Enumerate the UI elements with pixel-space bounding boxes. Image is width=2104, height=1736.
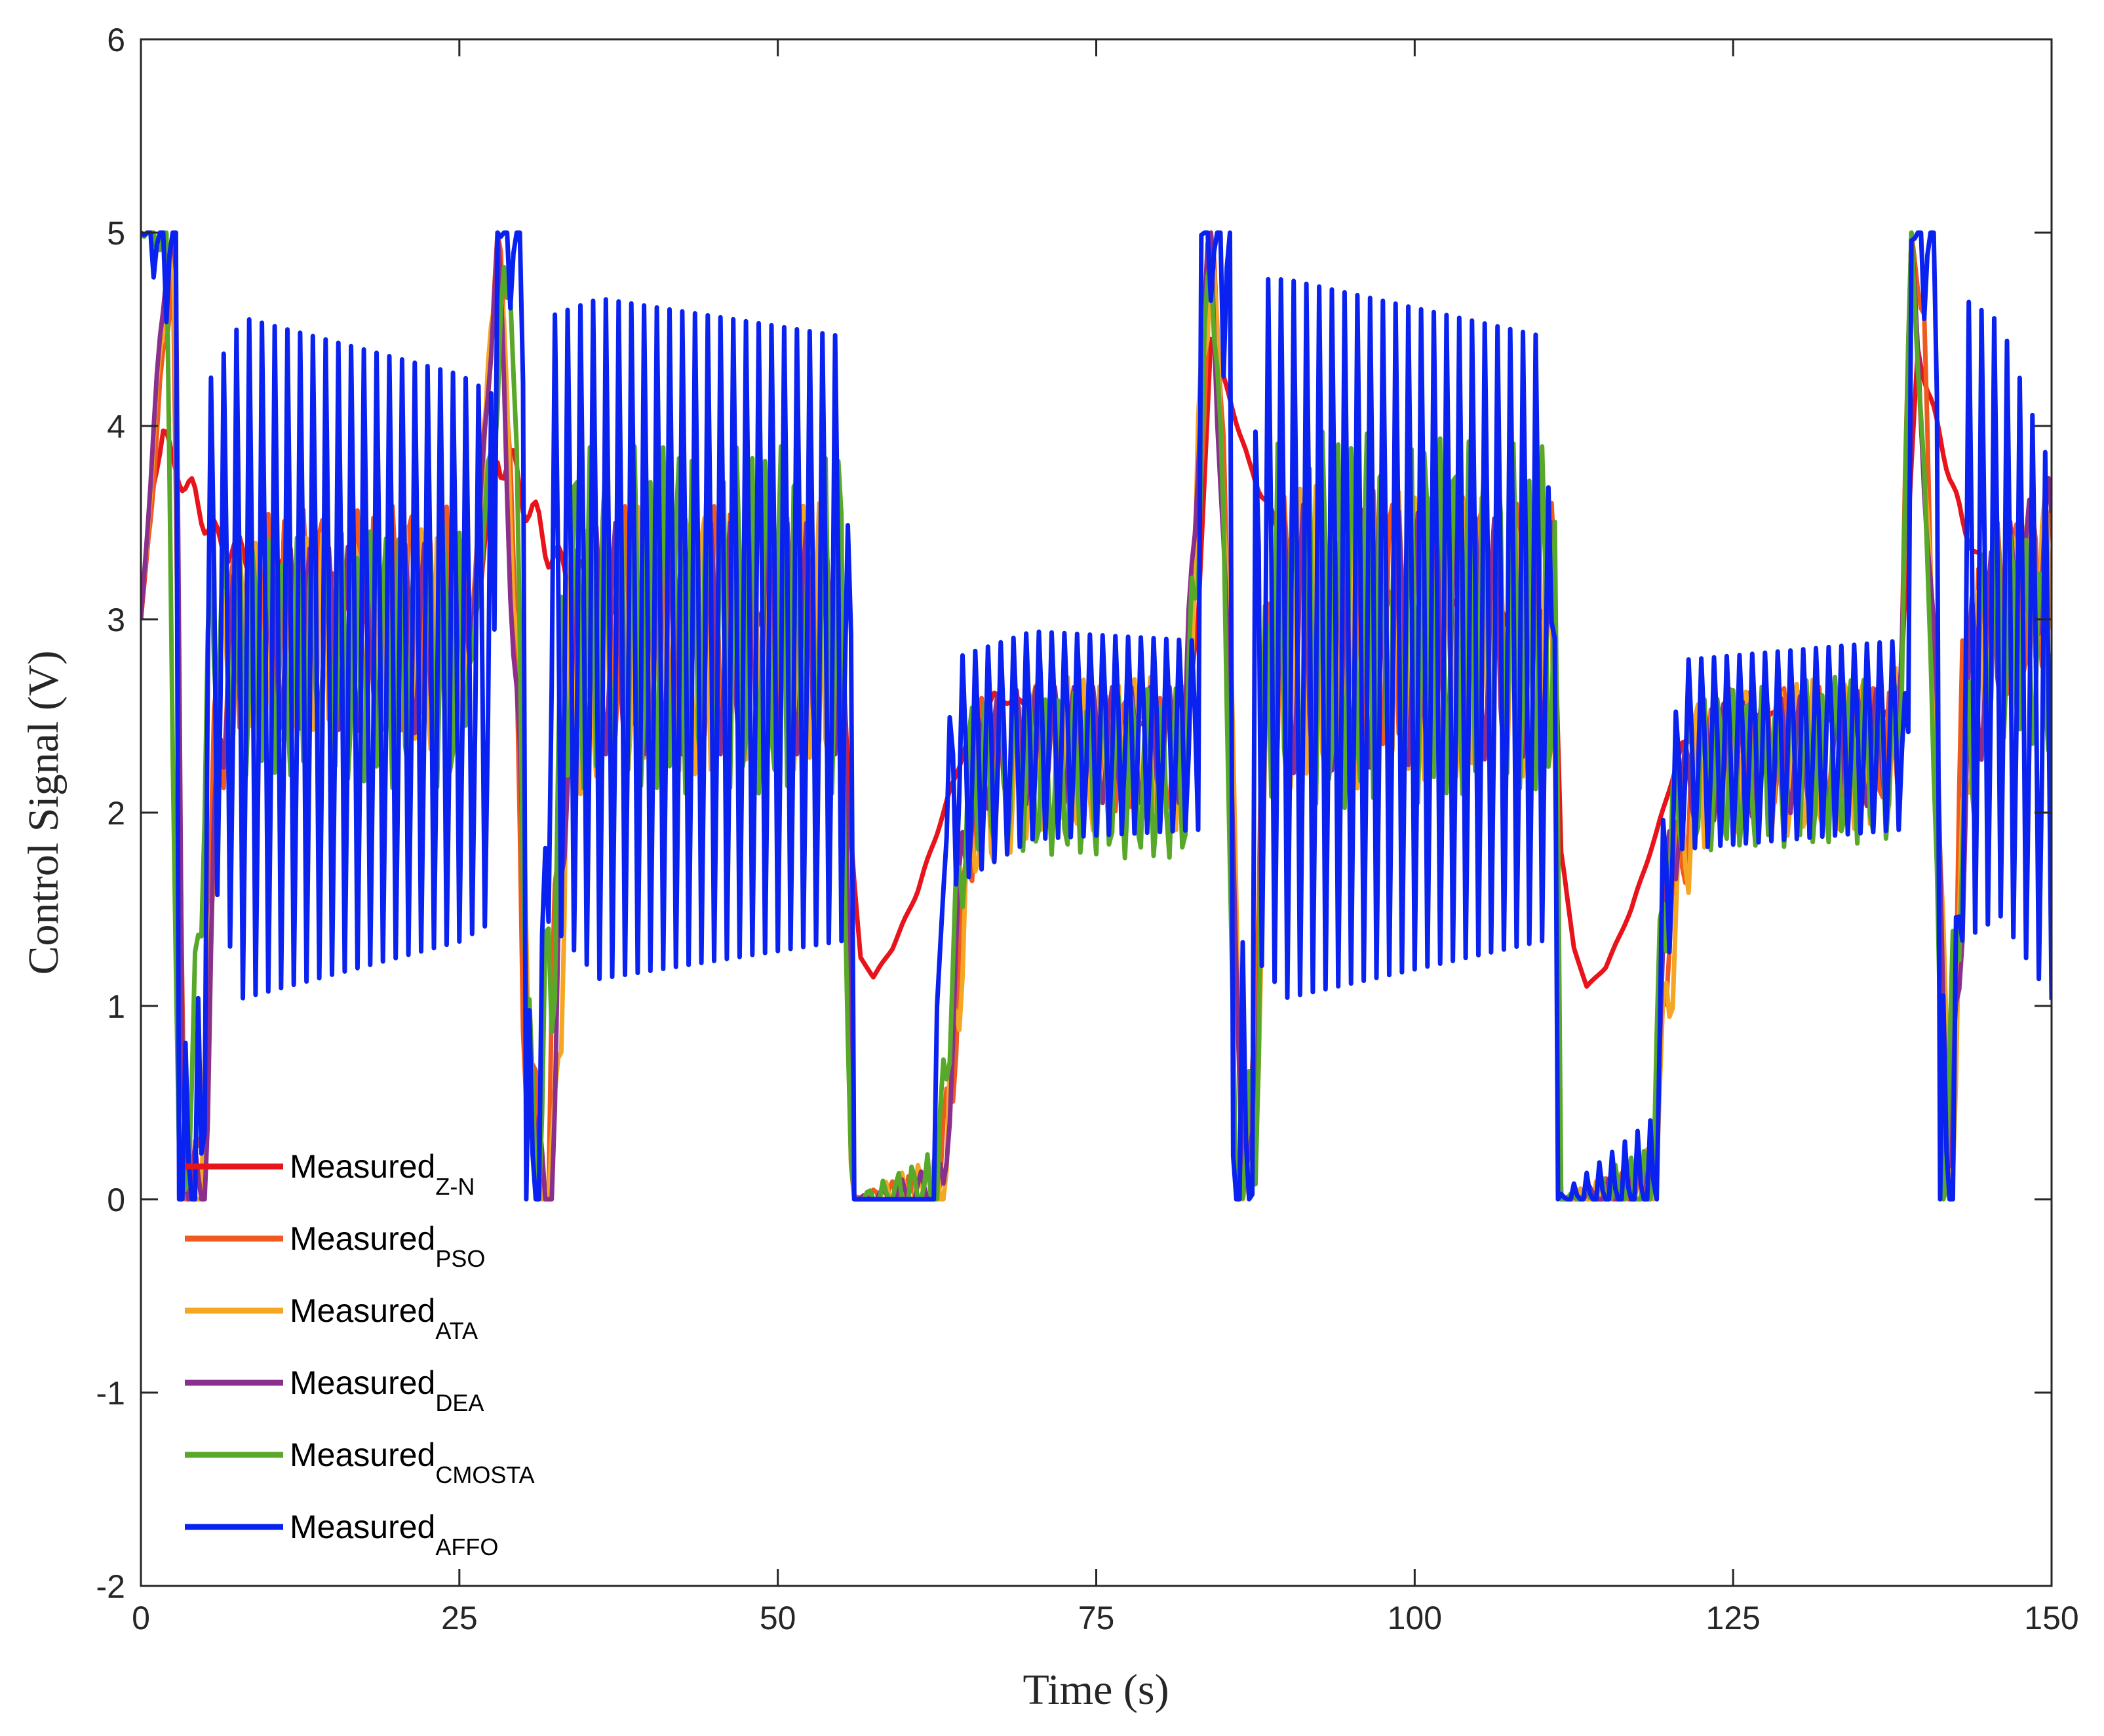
- legend-label: MeasuredPSO: [290, 1220, 485, 1272]
- y-tick-label: 5: [107, 215, 125, 252]
- legend-label-main: Measured: [290, 1220, 435, 1257]
- legend-label: MeasuredATA: [290, 1292, 478, 1344]
- legend-label-subscript: AFFO: [435, 1533, 498, 1560]
- y-axis-label: Control Signal (V): [20, 651, 68, 975]
- x-axis-label: Time (s): [1023, 1666, 1169, 1714]
- legend-label-main: Measured: [290, 1509, 435, 1545]
- x-tick-label: 100: [1388, 1600, 1442, 1636]
- y-tick-label: 1: [107, 988, 125, 1025]
- series-line-affo: [141, 230, 2052, 1202]
- legend-label-main: Measured: [290, 1437, 435, 1473]
- y-tick-label: 6: [107, 22, 125, 58]
- y-tick-label: 3: [107, 602, 125, 638]
- x-tick-label: 150: [2024, 1600, 2078, 1636]
- legend-label-main: Measured: [290, 1148, 435, 1185]
- x-tick-label: 50: [760, 1600, 796, 1636]
- legend-label: MeasuredCMOSTA: [290, 1437, 535, 1488]
- legend-label-main: Measured: [290, 1364, 435, 1401]
- legend-label-main: Measured: [290, 1292, 435, 1329]
- legend-label-subscript: Z-N: [435, 1173, 475, 1200]
- legend-label: MeasuredAFFO: [290, 1509, 498, 1560]
- tick-labels-group: 0 25 50 75 100 125 150 -2 -1 0 1 2 3 4 5 6: [96, 22, 2079, 1636]
- y-tick-label: 2: [107, 795, 125, 832]
- y-tick-label: -2: [96, 1568, 125, 1605]
- y-tick-label: 0: [107, 1182, 125, 1218]
- series-line-cmosta: [141, 230, 2052, 1202]
- legend-label-subscript: ATA: [435, 1317, 478, 1344]
- legend-label: MeasuredDEA: [290, 1364, 484, 1416]
- ticks-group: [140, 38, 2053, 1587]
- x-tick-label: 25: [441, 1600, 478, 1636]
- x-tick-label: 75: [1078, 1600, 1115, 1636]
- legend: MeasuredZ-NMeasuredPSOMeasuredATAMeasure…: [185, 1148, 535, 1560]
- y-tick-label: -1: [96, 1375, 125, 1412]
- legend-label-subscript: PSO: [435, 1245, 485, 1272]
- x-tick-label: 125: [1705, 1600, 1760, 1636]
- series-group: [141, 230, 2052, 1202]
- x-tick-label: 0: [132, 1600, 150, 1636]
- y-tick-label: 4: [107, 408, 125, 445]
- legend-label: MeasuredZ-N: [290, 1148, 475, 1200]
- legend-label-subscript: DEA: [435, 1389, 484, 1416]
- legend-label-subscript: CMOSTA: [435, 1461, 534, 1488]
